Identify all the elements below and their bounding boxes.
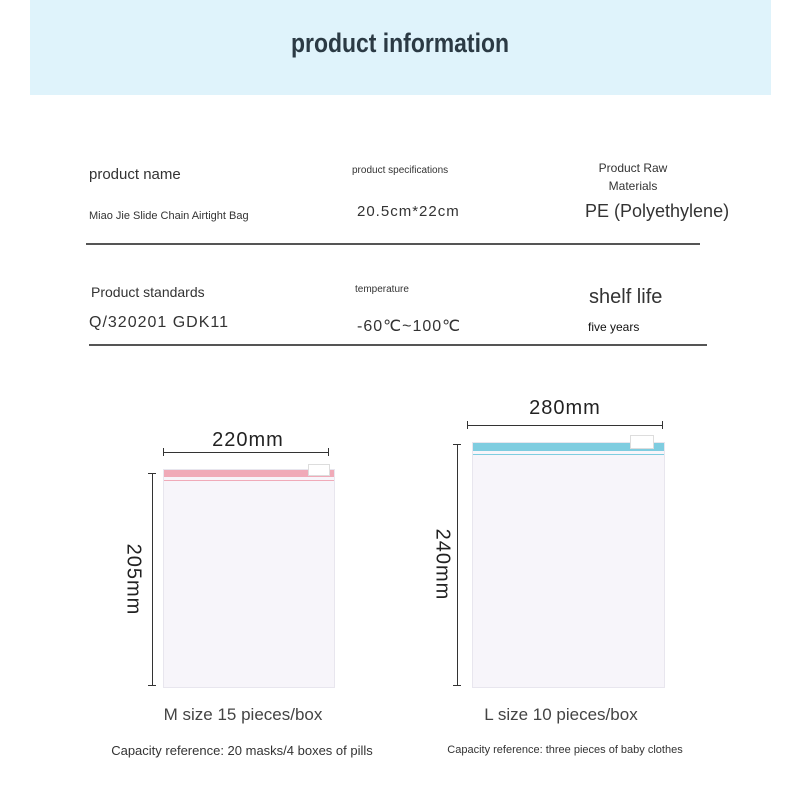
- slider-tab: [630, 435, 654, 449]
- material-label: Product Raw Materials: [598, 161, 668, 193]
- temperature-value: -60℃~100℃: [357, 318, 462, 335]
- divider: [89, 344, 707, 346]
- m-capacity: Capacity reference: 20 masks/4 boxes of …: [111, 743, 373, 758]
- product-name-label: product name: [89, 166, 181, 183]
- bag-width-label: 220mm: [212, 429, 284, 451]
- shelf-life-value: five years: [588, 320, 640, 334]
- bag-height-label: 205mm: [122, 543, 145, 616]
- width-dimension-line: [467, 421, 663, 429]
- bag-width-label: 280mm: [529, 397, 601, 419]
- m-size-label: M size 15 pieces/box: [163, 705, 323, 724]
- m-size-bag: [163, 464, 335, 688]
- bag-height-label: 240mm: [431, 528, 454, 601]
- material-value: PE (Polyethylene): [585, 201, 730, 221]
- l-size-bag: [472, 435, 665, 688]
- shelf-life-label: shelf life: [589, 286, 663, 308]
- width-dimension-line: [163, 448, 329, 456]
- spec-label: product specifications: [352, 165, 449, 176]
- l-size-label: L size 10 pieces/box: [484, 705, 638, 724]
- spec-value: 20.5cm*22cm: [357, 203, 460, 220]
- zipper-line: [164, 480, 334, 481]
- header-band: [30, 0, 771, 95]
- zipper-strip: [164, 470, 334, 477]
- temperature-label: temperature: [355, 284, 409, 295]
- product-name-value: Miao Jie Slide Chain Airtight Bag: [89, 210, 249, 222]
- standards-label: Product standards: [91, 284, 205, 300]
- standards-value: Q/320201 GDK11: [89, 314, 230, 331]
- page-title: product information: [290, 28, 509, 58]
- l-capacity: Capacity reference: three pieces of baby…: [447, 744, 683, 756]
- zipper-line: [473, 454, 664, 455]
- slider-tab: [308, 464, 330, 476]
- height-dimension-line: [453, 444, 461, 686]
- height-dimension-line: [148, 473, 156, 686]
- divider: [86, 243, 700, 245]
- zipper-strip: [473, 443, 664, 451]
